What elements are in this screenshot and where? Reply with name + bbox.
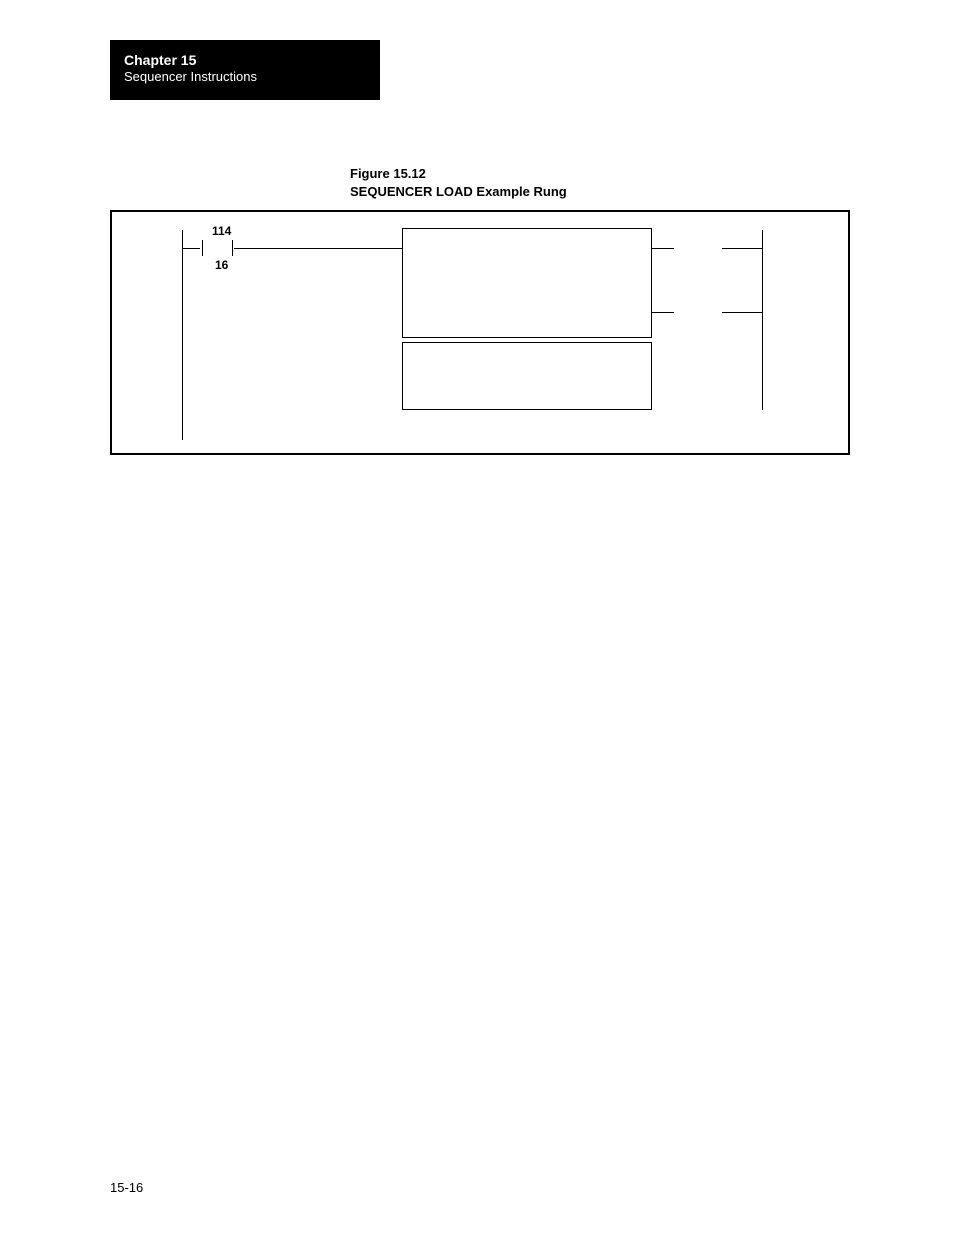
- enable-wire-left: [652, 248, 674, 249]
- done-wire-right: [722, 312, 762, 313]
- wire-stub-left: [182, 248, 200, 249]
- done-wire-left: [652, 312, 674, 313]
- page: Chapter 15 Sequencer Instructions Figure…: [0, 0, 954, 1235]
- figure-number: Figure 15.12: [350, 165, 567, 183]
- page-number: 15-16: [110, 1180, 143, 1195]
- instruction-box-bottom: [402, 342, 652, 410]
- contact-address-word: 114: [212, 224, 231, 238]
- ladder-right-rail: [762, 230, 763, 410]
- instruction-box-top: [402, 228, 652, 338]
- contact-address-bit: 16: [215, 258, 228, 272]
- enable-wire-right: [722, 248, 762, 249]
- contact-right-bar: [232, 240, 233, 256]
- chapter-label: Chapter 15: [124, 52, 366, 69]
- figure-caption: Figure 15.12 SEQUENCER LOAD Example Rung: [350, 165, 567, 200]
- figure-title: SEQUENCER LOAD Example Rung: [350, 183, 567, 201]
- chapter-header: Chapter 15 Sequencer Instructions: [110, 40, 380, 100]
- figure-box: 114 16: [110, 210, 850, 455]
- contact-left-bar: [202, 240, 203, 256]
- section-label: Sequencer Instructions: [124, 69, 366, 86]
- ladder-left-rail: [182, 230, 183, 440]
- wire-main: [234, 248, 402, 249]
